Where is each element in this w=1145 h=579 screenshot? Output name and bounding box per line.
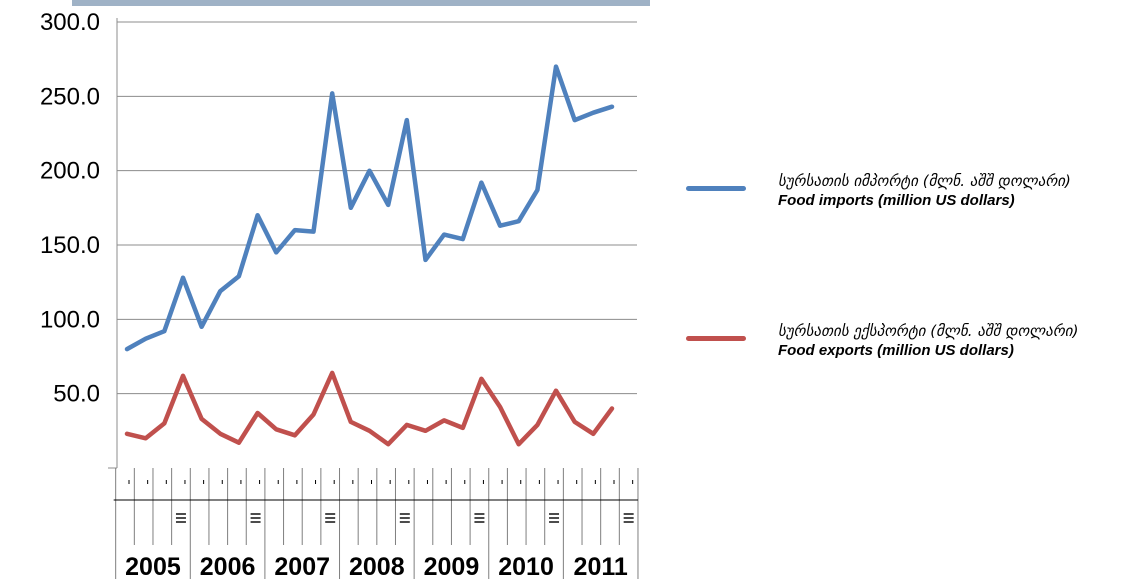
year-label: 2007 (274, 553, 330, 579)
legend-swatch-imports (686, 186, 746, 191)
year-label: 2010 (498, 553, 554, 579)
year-label: 2011 (574, 553, 628, 579)
legend-label-imports-en: Food imports (million US dollars) (778, 192, 1015, 209)
y-tick-label: 100.0 (40, 306, 100, 333)
y-tick-labels: 50.0 100.0 150.0 200.0 250.0 300.0 (40, 9, 100, 408)
year-label: 2009 (424, 553, 480, 579)
legend-label-exports-ka: სურსათის ექსპორტი (მლნ. აშშ დოლარი) (778, 322, 1079, 340)
x-category-axis: 2005 2006 2007 2008 2009 2010 2011 (113, 468, 639, 579)
top-decoration-bar (72, 0, 650, 6)
y-tick-label: 50.0 (53, 381, 100, 408)
year-label: 2005 (125, 553, 181, 579)
series-line-imports (124, 64, 615, 352)
series-line-exports (124, 370, 615, 447)
series-lines (124, 64, 615, 447)
year-label: 2006 (200, 553, 256, 579)
year-label: 2008 (349, 553, 405, 579)
legend-label-exports-en: Food exports (million US dollars) (778, 342, 1014, 359)
legend-label-imports-ka: სურსათის იმპორტი (მლნ. აშშ დოლარი) (778, 172, 1071, 190)
axes (108, 18, 118, 469)
y-tick-label: 300.0 (40, 9, 100, 36)
legend-swatch-exports (686, 336, 746, 341)
y-tick-label: 150.0 (40, 232, 100, 259)
y-tick-label: 250.0 (40, 83, 100, 110)
y-tick-label: 200.0 (40, 158, 100, 185)
